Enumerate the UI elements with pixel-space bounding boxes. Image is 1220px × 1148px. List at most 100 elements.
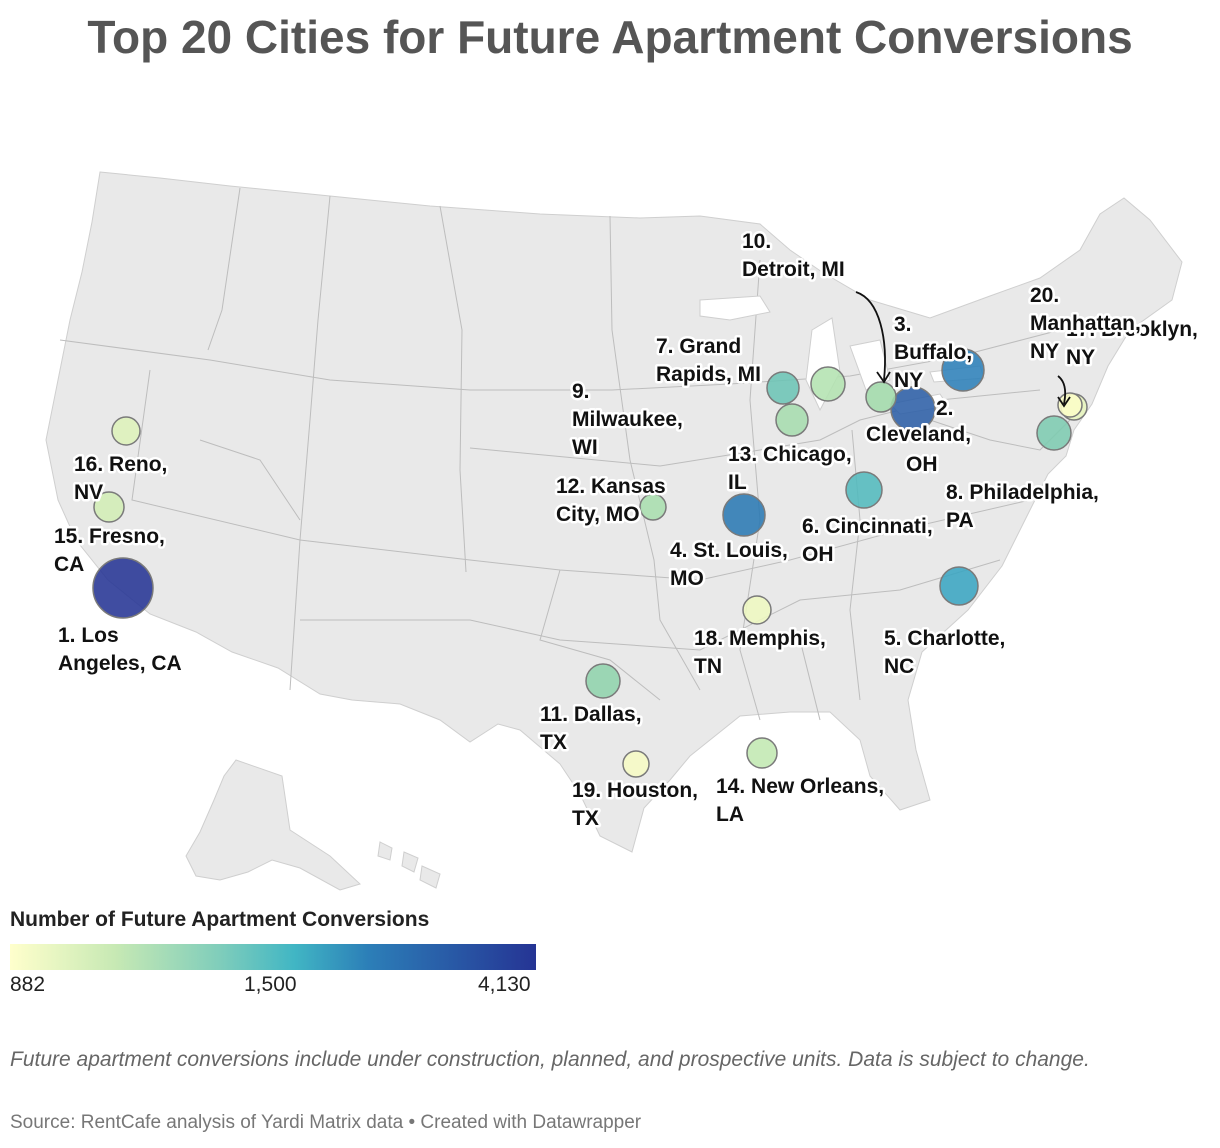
city-label-line: 5. Charlotte, [884, 627, 1005, 650]
hawaii-shape [377, 841, 441, 889]
city-label-line: 14. New Orleans, [716, 775, 884, 798]
city-label-line: City, MO [556, 503, 640, 526]
city-label-line: LA [716, 803, 744, 826]
legend-mid-label: 1,500 [244, 973, 297, 996]
city-label-line: OH [906, 453, 938, 476]
legend-max-label: 4,130 [478, 973, 531, 996]
city-label-line: 11. Dallas, [540, 703, 642, 726]
city-label-line: NY [1030, 340, 1059, 363]
city-label-10: 10. Detroit, MI [742, 230, 845, 281]
contiguous-us-shape [45, 171, 1183, 853]
city-label-7: 7. Grand Rapids, MI [656, 335, 761, 386]
city-label-8: 8. Philadelphia, PA [946, 481, 1099, 532]
city-label-3: 3. Buffalo, NY [894, 313, 972, 392]
city-label-line: Angeles, CA [58, 652, 182, 675]
city-bubble-5[interactable] [939, 566, 979, 606]
city-bubbles [92, 348, 1088, 778]
city-bubble-4[interactable] [722, 493, 766, 537]
city-bubble-6[interactable] [845, 471, 883, 509]
city-label-4: 4. St. Louis, MO [670, 539, 788, 590]
city-label-line: 6. Cincinnati, [802, 515, 933, 538]
city-label-5: 5. Charlotte, NC [884, 627, 1005, 678]
city-label-9: 9. Milwaukee, WI [572, 380, 683, 459]
city-label-line: 10. [742, 230, 771, 253]
city-label-line: Rapids, MI [656, 363, 761, 386]
city-label-15: 15. Fresno, CA [54, 525, 165, 576]
city-bubble-15[interactable] [93, 491, 125, 523]
city-label-line: 15. Fresno, [54, 525, 165, 548]
city-label-line: 13. Chicago, [728, 443, 852, 466]
manhattan-arrowhead [1057, 396, 1071, 408]
city-bubble-8[interactable] [1036, 415, 1072, 451]
city-bubble-19[interactable] [622, 750, 650, 778]
city-label-line: 7. Grand [656, 335, 741, 358]
city-label-line: OH [802, 543, 834, 566]
city-label-line: 19. Houston, [572, 779, 698, 802]
map-title: Top 20 Cities for Future Apartment Conve… [87, 11, 1133, 63]
legend-color-scale [10, 944, 536, 970]
detroit-arrow [855, 291, 886, 381]
city-label-line: Cleveland, [866, 423, 971, 446]
city-label-line: MO [670, 567, 704, 590]
city-label-line: 1. Los [58, 624, 119, 647]
legend-min-label: 882 [10, 973, 46, 996]
city-label-line: 9. [572, 380, 590, 403]
city-bubble-10[interactable] [865, 381, 897, 413]
city-label-line: Milwaukee, [572, 408, 683, 431]
source-credit: Source: RentCafe analysis of Yardi Matri… [10, 1112, 642, 1133]
city-bubble-1[interactable] [92, 557, 154, 619]
city-label-20: 20. Manhattan, NY [1030, 284, 1141, 363]
city-label-line: Manhattan, [1030, 312, 1141, 335]
city-bubble-12[interactable] [639, 493, 667, 521]
city-bubble-20[interactable] [1057, 392, 1083, 418]
city-label-6: 6. Cincinnati, OH [802, 515, 933, 566]
us-map: 1. Los Angeles, CA 2. Cleveland, OH 3. Buffalo… [45, 171, 1198, 891]
alaska-shape [185, 759, 361, 891]
city-label-19: 19. Houston, TX [572, 779, 698, 830]
city-label-line: TN [694, 655, 722, 678]
city-label-line: CA [54, 553, 84, 576]
us-landmass [45, 171, 1183, 891]
city-label-line: 2. [936, 397, 954, 420]
city-bubble-11[interactable] [585, 663, 621, 699]
city-bubble-18[interactable] [742, 595, 772, 625]
manhattan-arrow [1057, 375, 1066, 405]
label-arrows [855, 291, 1071, 408]
city-label-line: 18. Memphis, [694, 627, 826, 650]
city-label-line: IL [728, 471, 747, 494]
city-bubble-7[interactable] [766, 371, 800, 405]
city-label-line: Detroit, MI [742, 258, 845, 281]
state-borders [59, 187, 1071, 721]
city-label-line: NC [884, 655, 914, 678]
city-label-16: 16. Reno, NV [74, 453, 167, 504]
city-label-14: 14. New Orleans, LA [716, 775, 884, 826]
city-bubble-14[interactable] [746, 737, 778, 769]
city-bubble-13[interactable] [810, 366, 846, 402]
city-label-line: PA [946, 509, 974, 532]
city-label-line: 12. Kansas [556, 475, 666, 498]
city-label-line: TX [540, 731, 567, 754]
city-label-line: 20. [1030, 284, 1059, 307]
city-label-2: 2. Cleveland, OH [866, 397, 971, 476]
city-bubble-3[interactable] [941, 348, 985, 392]
legend-title: Number of Future Apartment Conversions [10, 908, 430, 931]
chart-note: Future apartment conversions include und… [10, 1048, 1090, 1071]
city-label-17: 17. Brooklyn, NY [1066, 318, 1198, 369]
city-label-line: NY [1066, 346, 1095, 369]
city-label-1: 1. Los Angeles, CA [58, 624, 182, 675]
city-label-line: 8. Philadelphia, [946, 481, 1099, 504]
city-label-line: 4. St. Louis, [670, 539, 788, 562]
city-bubble-16[interactable] [111, 416, 141, 446]
city-label-12: 12. Kansas City, MO [556, 475, 666, 526]
detroit-arrowhead [876, 371, 891, 384]
city-label-line: 3. [894, 313, 912, 336]
city-label-18: 18. Memphis, TN [694, 627, 826, 678]
city-label-line: TX [572, 807, 599, 830]
city-label-line: NV [74, 481, 103, 504]
city-label-13: 13. Chicago, IL [728, 443, 852, 494]
city-bubble-9[interactable] [775, 403, 809, 437]
city-label-line: 17. Brooklyn, [1066, 318, 1198, 341]
city-label-line: NY [894, 369, 923, 392]
city-label-line: 16. Reno, [74, 453, 167, 476]
city-label-11: 11. Dallas, TX [540, 703, 642, 754]
